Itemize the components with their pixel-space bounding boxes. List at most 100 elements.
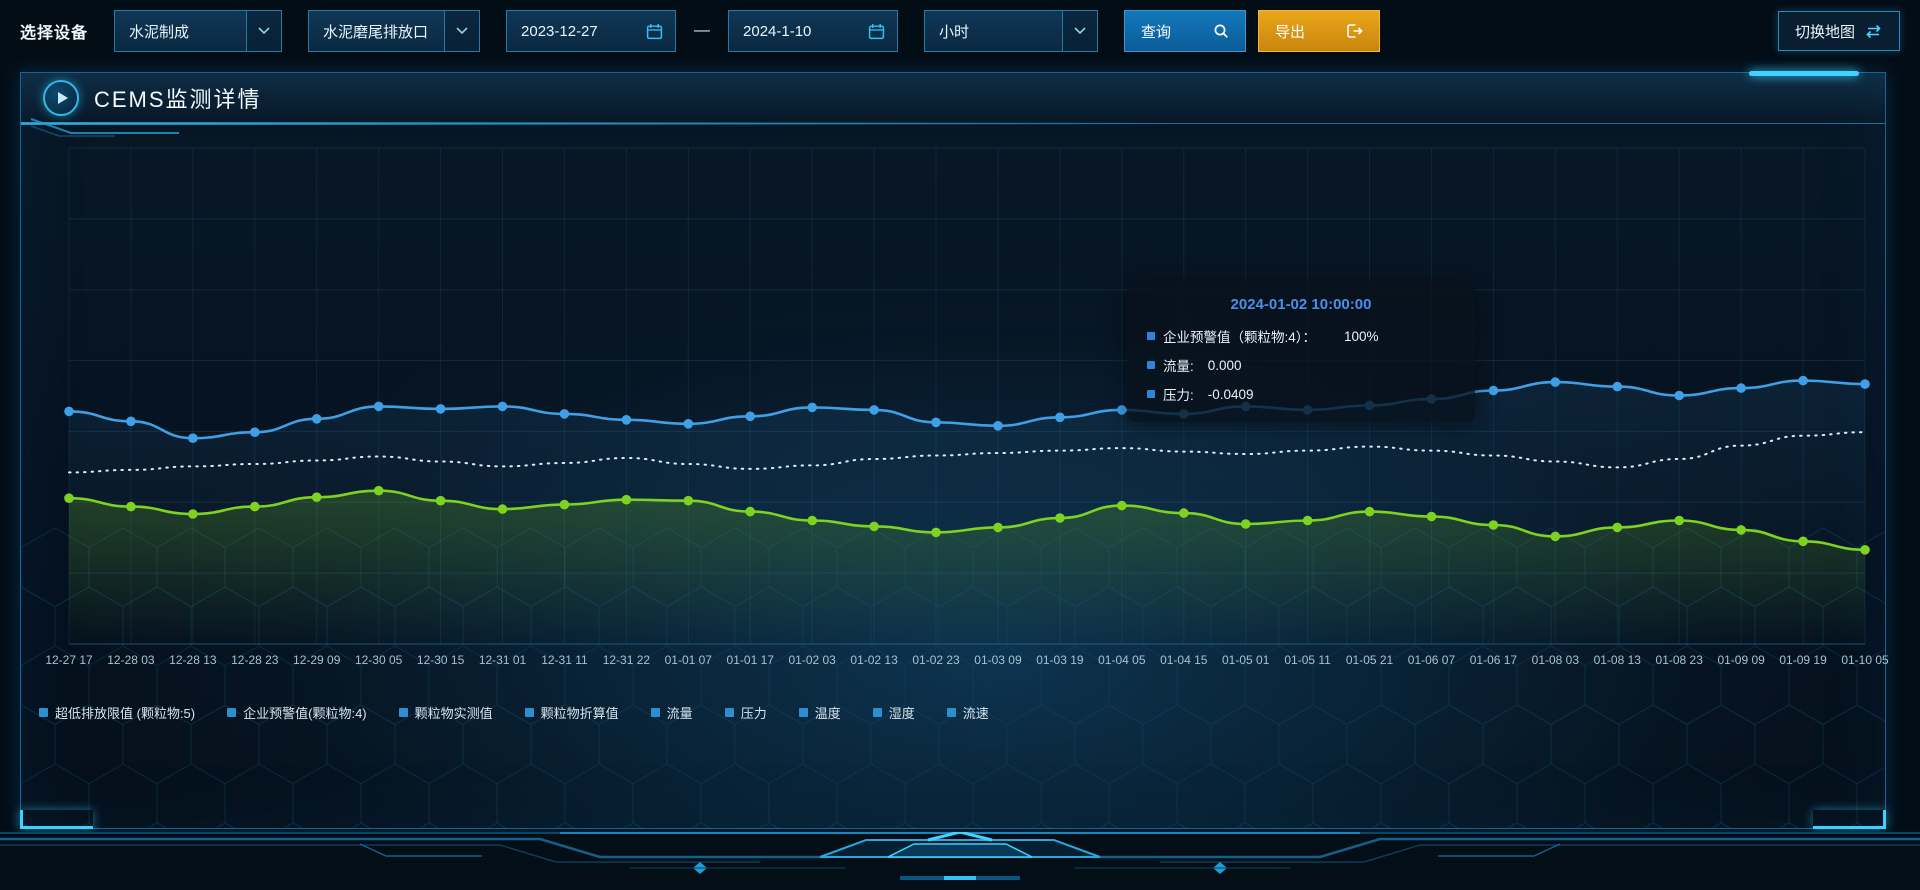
panel-header: CEMS监测详情 <box>21 71 1885 125</box>
x-axis-label: 01-10 05 <box>1841 653 1889 667</box>
legend-item[interactable]: 流量 <box>650 703 693 722</box>
x-axis-label: 12-29 09 <box>293 653 341 667</box>
x-axis-label: 01-04 05 <box>1098 653 1146 667</box>
x-axis-label: 01-06 17 <box>1469 653 1518 667</box>
x-axis-label: 01-01 07 <box>664 653 712 667</box>
x-axis-label: 01-01 17 <box>726 653 774 667</box>
x-axis-label: 12-30 05 <box>354 653 403 667</box>
x-axis-label: 01-03 19 <box>1036 653 1084 667</box>
x-axis-label: 01-05 11 <box>1284 653 1331 667</box>
interval-select[interactable]: 小时 <box>924 10 1099 52</box>
legend-item[interactable]: 湿度 <box>872 703 915 722</box>
x-axis: 12-27 17 12-28 03 12-28 13 12-28 23 12-29 09… <box>45 653 1888 671</box>
export-button[interactable]: 导出 <box>1258 10 1381 52</box>
legend-item[interactable]: 颗粒物实测值 <box>398 703 493 722</box>
legend-label: 流量 <box>666 706 693 721</box>
play-icon[interactable] <box>43 80 79 116</box>
legend-marker-icon <box>724 708 734 717</box>
x-axis-label: 01-02 03 <box>788 653 836 667</box>
export-icon <box>1347 24 1363 38</box>
x-axis-label: 01-05 21 <box>1345 653 1394 667</box>
x-axis-label: 01-04 15 <box>1160 653 1208 667</box>
legend-label: 颗粒物实测值 <box>414 706 493 721</box>
panel-corner-accent <box>20 810 93 829</box>
tooltip-value: 0.000 <box>1207 357 1242 373</box>
tooltip-row: 流量: 0.000 <box>1147 355 1455 375</box>
device-select-value: 水泥制成 <box>129 23 190 41</box>
x-axis-label: 12-27 17 <box>45 653 93 667</box>
x-axis-label: 12-31 01 <box>478 653 527 667</box>
switch-map-icon <box>1866 24 1881 38</box>
switch-map-label: 切换地图 <box>1794 23 1855 41</box>
legend-item[interactable]: 颗粒物折算值 <box>524 703 619 722</box>
play-triangle-icon <box>57 92 68 104</box>
legend-label: 超低排放限值 (颗粒物:5) <box>55 706 196 721</box>
legend-item[interactable]: 流速 <box>946 703 989 722</box>
x-axis-label: 01-08 13 <box>1593 653 1641 667</box>
end-date-input[interactable]: 2024-1-10 <box>728 10 899 52</box>
x-axis-label: 12-28 23 <box>231 653 279 667</box>
legend-item[interactable]: 温度 <box>798 703 841 722</box>
tooltip-label: 压力: <box>1163 388 1194 403</box>
x-axis-label: 01-08 23 <box>1655 653 1703 667</box>
header-accent-bar <box>1749 71 1859 76</box>
legend-marker-icon <box>227 708 237 717</box>
legend-label: 湿度 <box>888 706 915 721</box>
x-axis-label: 01-03 09 <box>974 653 1022 667</box>
legend-item[interactable]: 压力 <box>724 703 767 722</box>
legend-label: 流速 <box>962 706 989 721</box>
start-date-input[interactable]: 2023-12-27 <box>506 10 677 52</box>
panel-corner-accent <box>1813 810 1886 829</box>
line-chart[interactable] <box>64 147 1870 645</box>
legend-marker-icon <box>946 708 956 717</box>
chevron-down-icon <box>1062 11 1098 51</box>
legend-marker-icon <box>798 708 808 717</box>
x-axis-label: 01-02 13 <box>850 653 898 667</box>
search-icon <box>1214 24 1228 38</box>
tooltip-value: 100% <box>1344 328 1379 344</box>
device-select-label: 选择设备 <box>20 25 89 42</box>
footer-decoration <box>0 832 1920 890</box>
x-axis-label: 01-08 03 <box>1531 653 1580 667</box>
legend-label: 颗粒物折算值 <box>540 706 619 721</box>
legend-item[interactable]: 企业预警值(颗粒物:4) <box>227 703 367 722</box>
series-marker-icon <box>1147 332 1155 340</box>
outlet-select[interactable]: 水泥磨尾排放口 <box>308 10 481 52</box>
tooltip-value: -0.0409 <box>1207 386 1254 402</box>
start-date-value: 2023-12-27 <box>521 22 598 40</box>
toolbar: 选择设备 水泥制成 水泥磨尾排放口 2023-12-27 — 2024-1-10 <box>0 0 1920 62</box>
x-axis-label: 01-09 19 <box>1779 653 1827 667</box>
legend-label: 温度 <box>814 706 841 721</box>
legend-label: 企业预警值(颗粒物:4) <box>243 706 367 721</box>
tooltip-label: 流量: <box>1163 359 1194 374</box>
x-axis-label: 12-28 03 <box>107 653 155 667</box>
tooltip-row: 企业预警值（颗粒物:4）： 100% <box>1147 326 1455 346</box>
query-button[interactable]: 查询 <box>1124 10 1247 52</box>
legend-item[interactable]: 超低排放限值 (颗粒物:5) <box>39 703 195 722</box>
legend-label: 压力 <box>740 706 767 721</box>
chart-tooltip: 2024-01-02 10:00:00 企业预警值（颗粒物:4）： 100% 流… <box>1127 280 1475 422</box>
tooltip-title: 2024-01-02 10:00:00 <box>1230 296 1372 313</box>
x-axis-label: 12-30 15 <box>416 653 465 667</box>
legend-marker-icon <box>650 708 660 717</box>
query-button-label: 查询 <box>1141 23 1172 41</box>
header-glow-line <box>21 122 1177 125</box>
x-axis-label: 12-31 22 <box>602 653 651 667</box>
tooltip-label: 企业预警值（颗粒物:4）： <box>1163 330 1317 345</box>
legend-marker-icon <box>39 708 48 717</box>
x-axis-label: 01-02 23 <box>912 653 960 667</box>
legend-marker-icon <box>524 708 534 717</box>
outlet-select-value: 水泥磨尾排放口 <box>323 23 429 41</box>
x-axis-label: 12-31 11 <box>541 653 588 667</box>
legend-marker-icon <box>872 708 882 717</box>
device-select[interactable]: 水泥制成 <box>114 10 283 52</box>
action-buttons: 查询 导出 <box>1124 10 1381 52</box>
end-date-value: 2024-1-10 <box>743 22 812 40</box>
series-marker-icon <box>1147 390 1155 398</box>
chevron-down-icon <box>444 11 480 51</box>
date-range-separator: — <box>694 22 711 39</box>
switch-map-button[interactable]: 切换地图 <box>1778 11 1900 51</box>
interval-select-value: 小时 <box>939 23 970 41</box>
x-axis-label: 12-28 13 <box>169 653 217 667</box>
x-axis-label: 01-05 01 <box>1222 653 1270 667</box>
